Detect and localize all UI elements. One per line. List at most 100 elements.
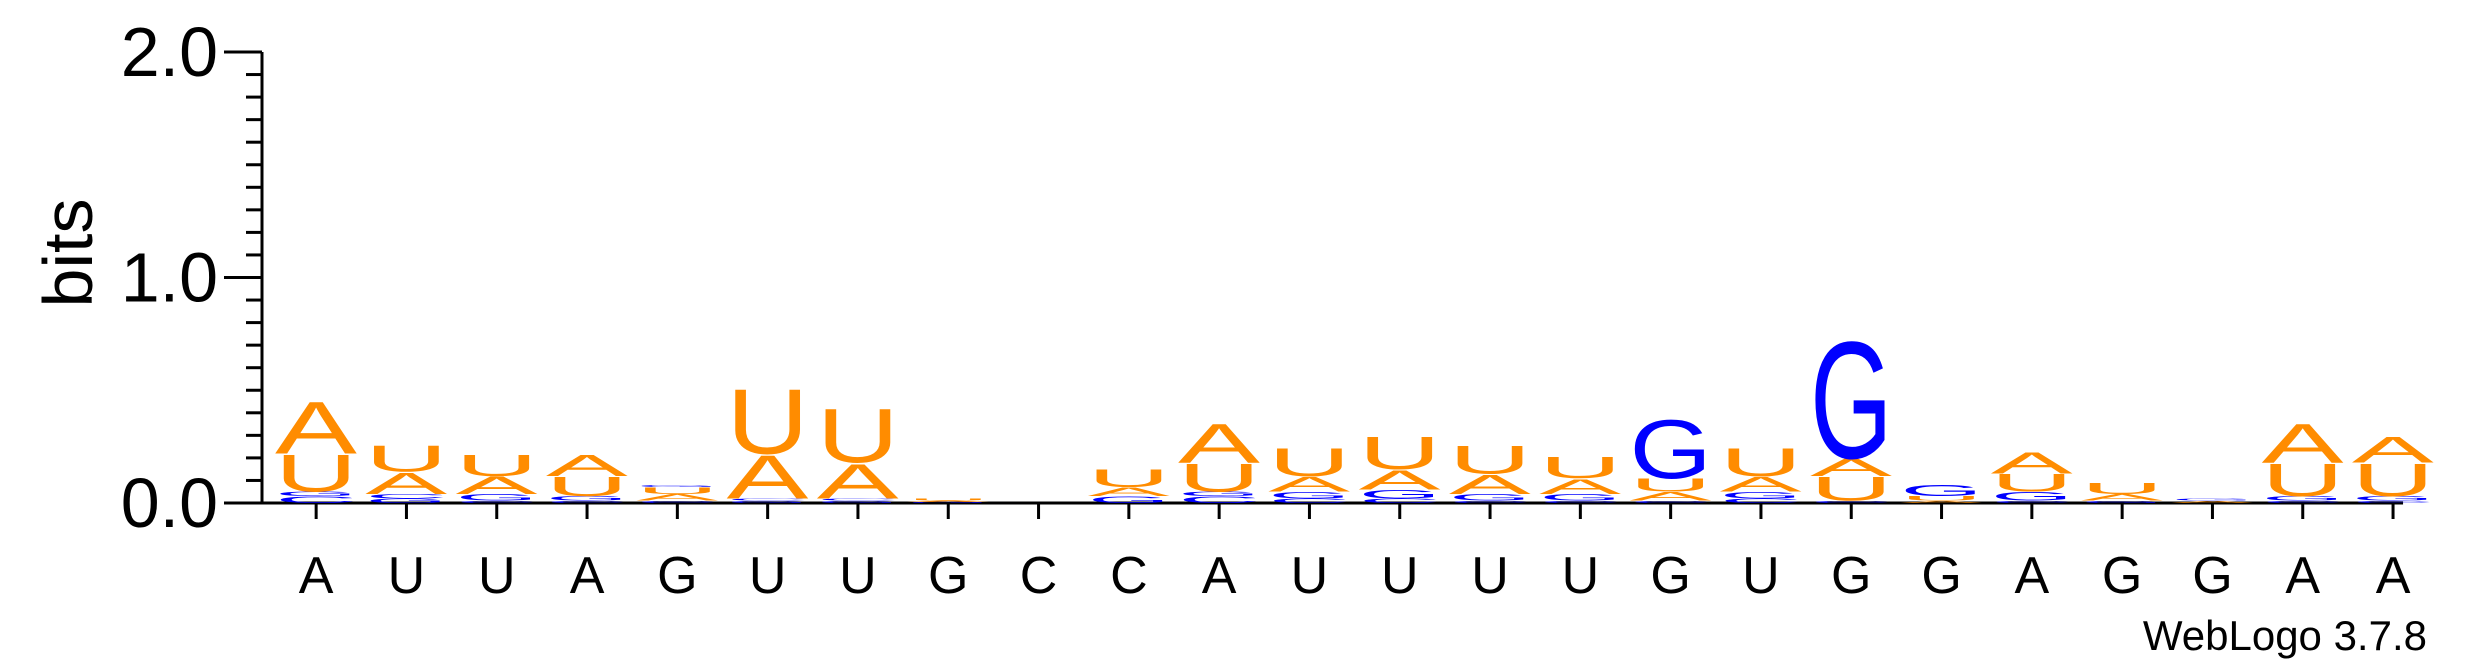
x-tick-label: A (1202, 547, 1237, 605)
logo-letter-A: A (1539, 474, 1621, 498)
logo-letter-C: C (1268, 497, 1350, 504)
logo-letter-C: C (275, 495, 357, 505)
logo-letter-U: U (1268, 440, 1350, 485)
x-tick-label: U (1742, 547, 1780, 605)
logo-letter-U: U (636, 486, 718, 496)
x-tick-label: C (1110, 547, 1148, 605)
logo-letter-U: U (1539, 450, 1621, 485)
logo-letter-U: U (1991, 470, 2073, 498)
logo-letter-G: G (1720, 490, 1802, 500)
logo-letter-U: U (456, 448, 538, 483)
logo-letter-G: G (1449, 492, 1531, 502)
logo-letter-A: A (817, 454, 900, 509)
x-tick-label: G (928, 547, 968, 605)
logo-letter-U: U (1810, 470, 1892, 508)
logo-letter-G: G (1359, 487, 1441, 501)
chart-axes: 0.0 1.0 2.0 (121, 13, 2404, 542)
logo-letter-A: A (1268, 472, 1350, 496)
logo-letter-G: G (636, 484, 718, 487)
x-tick-label: C (1020, 547, 1058, 605)
x-tick-label: U (388, 547, 426, 605)
x-tick-label: A (2015, 547, 2050, 605)
logo-letter-C: C (1359, 497, 1441, 504)
logo-letter-U: U (1720, 440, 1802, 485)
logo-letter-A: A (1088, 485, 1171, 499)
logo-letter-A: A (636, 492, 718, 502)
logo-letter-A: A (1449, 469, 1532, 500)
logo-letter-A: A (727, 443, 809, 512)
logo-letter-A: A (907, 500, 989, 502)
logo-letter-A: A (1630, 490, 1713, 504)
logo-letter-U: U (1630, 475, 1712, 496)
logo-letter-G: G (907, 502, 989, 504)
logo-letter-G: G (1810, 306, 1892, 494)
x-tick-label: U (839, 547, 877, 605)
logo-letter-A: A (2171, 500, 2253, 503)
y-axis-label: bits (29, 199, 107, 308)
logo-letter-U: U (1088, 465, 1170, 493)
logo-letter-C: C (1449, 500, 1531, 503)
logo-letter-C: C (1178, 495, 1260, 505)
logo-letter-A: A (546, 448, 628, 483)
logo-letter-A: A (1810, 454, 1892, 482)
logo-letter-G: G (1539, 492, 1621, 502)
x-tick-label: A (2376, 547, 2411, 605)
logo-letter-A: A (2262, 413, 2344, 475)
logo-letter-A: A (275, 386, 357, 469)
logo-letter-U: U (2352, 455, 2434, 507)
logo-letter-C: C (636, 500, 718, 503)
weblogo-credit: WebLogo 3.7.8 (2143, 612, 2427, 659)
logo-letter-U: U (546, 471, 628, 502)
logo-letter-U: U (365, 438, 447, 480)
logo-letter-A: A (365, 466, 447, 501)
logo-letter-C: C (1991, 500, 2073, 503)
logo-letter-U: U (727, 370, 809, 474)
y-tick-label: 0.0 (121, 464, 218, 542)
logo-letter-G: G (1991, 490, 2073, 504)
logo-letter-G: G (365, 497, 447, 504)
logo-letter-C: C (456, 500, 538, 503)
logo-letter-U: U (817, 393, 899, 480)
logo-letter-G: G (817, 500, 899, 503)
logo-letter-G: G (1088, 495, 1170, 505)
logo-letter-G: G (727, 500, 809, 503)
logo-letter-U: U (1178, 456, 1260, 501)
logo-letter-U: U (2081, 480, 2163, 497)
y-tick-label: 2.0 (121, 13, 218, 91)
logo-letter-G: G (546, 495, 628, 502)
logo-letter-G: G (2262, 495, 2344, 502)
logo-letter-G: G (1630, 404, 1712, 497)
logo-letter-U: U (1449, 438, 1531, 483)
x-tick-label: A (299, 547, 334, 605)
x-tick-label: G (657, 547, 697, 605)
logo-letter-C: C (817, 498, 899, 501)
x-tick-label: U (1381, 547, 1419, 605)
logo-letter-C: C (2352, 500, 2434, 503)
logo-letter-C: C (1810, 500, 1892, 503)
logo-letter-G: G (2352, 495, 2434, 502)
logo-letter-G: G (2171, 498, 2253, 501)
logo-letter-A: A (2352, 429, 2435, 470)
logo-letter-C: C (365, 493, 447, 500)
logo-letter-C: C (1630, 500, 1712, 503)
logo-letter-U: U (2262, 455, 2344, 507)
logo-letter-U: U (1900, 495, 1982, 502)
x-tick-label: U (749, 547, 787, 605)
logo-letter-C: C (2262, 500, 2344, 503)
logo-letter-A: A (1900, 500, 1982, 503)
x-tick-label: G (1921, 547, 1961, 605)
x-tick-label: G (2102, 547, 2142, 605)
x-tick-label: U (478, 547, 516, 605)
logo-letter-U: U (275, 444, 357, 503)
logo-letter-A: A (2081, 492, 2163, 502)
x-tick-label: A (2285, 547, 2320, 605)
logo-letter-C: C (1720, 497, 1802, 504)
logo-letter-G: G (1900, 483, 1982, 500)
logo-letter-G: G (456, 492, 538, 502)
x-tick-label: G (2192, 547, 2232, 605)
logo-letter-G: G (1178, 491, 1260, 498)
logo-letter-A: A (1178, 413, 1260, 475)
x-tick-label: G (1650, 547, 1690, 605)
